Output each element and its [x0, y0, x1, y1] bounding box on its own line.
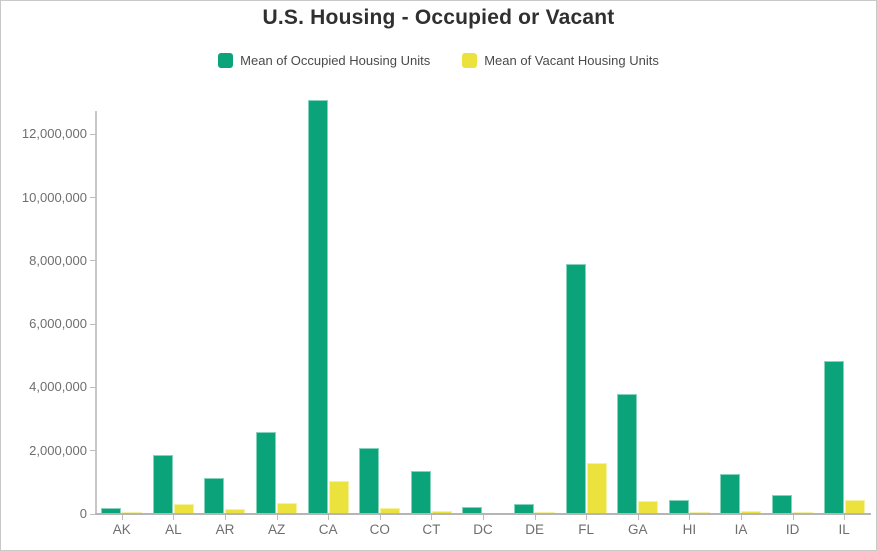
bar-occupied-ca[interactable]: [307, 100, 328, 514]
bar-occupied-al[interactable]: [152, 455, 173, 514]
bar-occupied-ia[interactable]: [720, 474, 741, 514]
y-tick-mark-2: [90, 386, 96, 388]
bar-occupied-ak[interactable]: [101, 508, 122, 514]
x-tick-mark-hi: [689, 515, 691, 520]
x-tick-mark-ia: [741, 515, 742, 520]
bar-vacant-ar[interactable]: [225, 509, 246, 514]
bar-group-ga: [612, 98, 664, 514]
y-tick-label-0: 0: [79, 506, 87, 521]
x-axis-line: [95, 513, 871, 515]
y-tick-mark-5: [90, 197, 96, 199]
x-tick-mark-ga: [637, 515, 639, 520]
bar-group-co: [354, 98, 406, 514]
x-tick-label-id: ID: [785, 522, 800, 537]
x-tick-label-co: CO: [369, 522, 390, 537]
x-tick-mark-ar: [225, 515, 226, 520]
y-tick-label-3: 6,000,000: [29, 316, 87, 332]
plot-area: [96, 98, 870, 514]
y-axis-line: [95, 111, 97, 514]
x-tick-mark-id: [792, 515, 794, 520]
bar-vacant-ct[interactable]: [431, 511, 452, 514]
x-tick-label-hi: HI: [682, 522, 697, 537]
x-tick-label-az: AZ: [267, 522, 286, 537]
x-tick-label-ga: GA: [628, 522, 648, 537]
legend-label-occupied: Mean of Occupied Housing Units: [240, 53, 431, 68]
y-tick-label-4: 8,000,000: [29, 252, 87, 268]
bar-occupied-az[interactable]: [256, 432, 277, 514]
bar-occupied-de[interactable]: [514, 504, 535, 514]
bar-vacant-fl[interactable]: [586, 463, 607, 514]
x-tick-label-il: IL: [838, 522, 850, 537]
x-tick-label-fl: FL: [578, 522, 595, 537]
bar-group-id: [767, 98, 819, 514]
bar-vacant-ia[interactable]: [741, 511, 762, 514]
chart-title: U.S. Housing - Occupied or Vacant: [262, 6, 615, 29]
bar-occupied-dc[interactable]: [462, 507, 483, 514]
bar-occupied-co[interactable]: [359, 448, 380, 514]
bar-group-ia: [715, 98, 767, 514]
x-tick-mark-ct: [431, 515, 433, 520]
bar-group-ak: [96, 98, 148, 514]
bar-group-az: [251, 98, 303, 514]
x-tick-label-ak: AK: [112, 522, 131, 537]
bar-vacant-al[interactable]: [173, 504, 194, 514]
x-tick-mark-dc: [483, 515, 484, 520]
x-tick-label-dc: DC: [473, 522, 493, 537]
bar-occupied-ga[interactable]: [617, 394, 638, 514]
y-tick-mark-1: [90, 450, 96, 452]
x-tick-mark-co: [379, 515, 381, 520]
bar-vacant-az[interactable]: [277, 503, 298, 514]
bar-group-ar: [199, 98, 251, 514]
x-tick-mark-de: [534, 515, 536, 520]
x-tick-mark-az: [276, 515, 278, 520]
legend-swatch-occupied: [218, 53, 234, 68]
bar-occupied-ar[interactable]: [204, 478, 225, 514]
x-tick-label-de: DE: [525, 522, 544, 537]
legend-label-vacant: Mean of Vacant Housing Units: [484, 53, 659, 68]
legend-item-occupied[interactable]: Mean of Occupied Housing Units: [218, 53, 430, 68]
y-tick-label-1: 2,000,000: [29, 442, 87, 458]
bar-group-ct: [406, 98, 458, 514]
legend-item-vacant[interactable]: Mean of Vacant Housing Units: [462, 53, 659, 68]
x-tick-mark-ak: [121, 515, 123, 520]
bar-vacant-ga[interactable]: [638, 501, 659, 514]
x-tick-mark-al: [173, 515, 175, 520]
bar-occupied-hi[interactable]: [668, 500, 689, 514]
y-tick-mark-0: [90, 513, 96, 515]
bar-occupied-fl[interactable]: [565, 264, 586, 514]
bar-group-dc: [457, 98, 509, 514]
chart-legend: Mean of Occupied Housing Units Mean of Va…: [1, 53, 876, 68]
y-tick-mark-3: [90, 323, 96, 325]
bar-group-ca: [302, 98, 354, 514]
y-tick-label-6: 12,000,000: [21, 126, 87, 142]
bar-vacant-ca[interactable]: [328, 481, 349, 514]
bar-vacant-co[interactable]: [380, 508, 401, 514]
y-tick-mark-6: [90, 133, 96, 135]
x-tick-mark-fl: [586, 515, 588, 520]
x-tick-label-al: AL: [165, 522, 182, 537]
x-tick-label-ia: IA: [734, 522, 748, 537]
y-tick-label-2: 4,000,000: [29, 379, 87, 395]
bar-group-de: [509, 98, 561, 514]
x-tick-mark-il: [844, 515, 846, 520]
bar-group-hi: [664, 98, 716, 514]
bar-vacant-il[interactable]: [844, 500, 865, 514]
bar-occupied-il[interactable]: [823, 361, 844, 514]
bar-group-il: [818, 98, 870, 514]
x-tick-mark-ca: [328, 515, 330, 520]
bar-group-al: [148, 98, 200, 514]
bar-group-fl: [560, 98, 612, 514]
x-tick-label-ca: CA: [318, 522, 338, 537]
y-tick-mark-4: [90, 260, 96, 262]
bar-occupied-ct[interactable]: [410, 471, 431, 514]
x-tick-label-ct: CT: [422, 522, 441, 537]
y-tick-label-5: 10,000,000: [21, 189, 87, 205]
x-tick-label-ar: AR: [215, 522, 235, 537]
legend-swatch-vacant: [462, 53, 478, 68]
bar-occupied-id[interactable]: [772, 495, 793, 514]
